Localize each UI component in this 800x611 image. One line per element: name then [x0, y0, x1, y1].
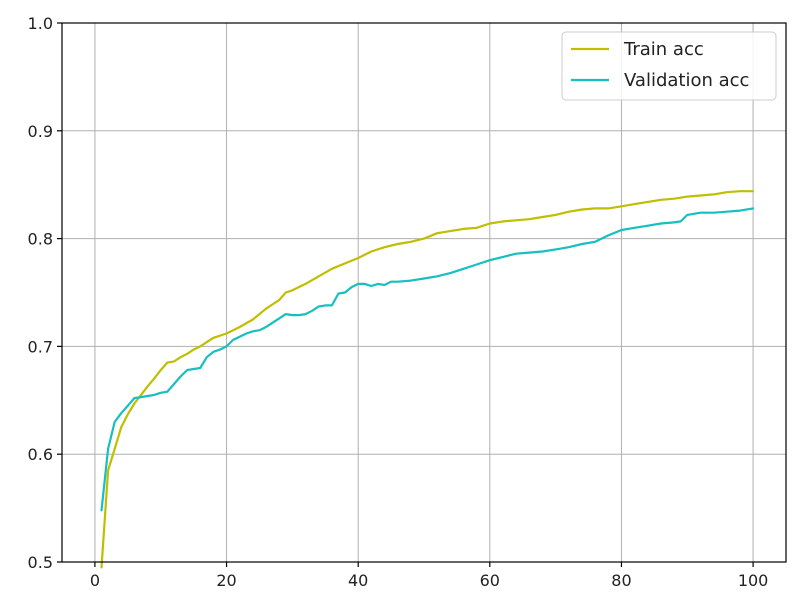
y-tick-label: 0.6	[28, 445, 53, 464]
legend-label-train-acc: Train acc	[623, 39, 704, 60]
x-tick-label: 100	[738, 571, 769, 590]
y-tick-label: 0.9	[28, 122, 53, 141]
legend-box	[561, 31, 777, 101]
x-tick-label: 80	[611, 571, 631, 590]
x-tick-label: 40	[348, 571, 368, 590]
axis-ticks: 0 20 40 60 80 100 0.5 0.6 0.7 0.8 0.9 1.0	[28, 14, 769, 590]
plot-frame	[61, 22, 787, 563]
series-lines	[100, 190, 755, 569]
x-tick-label: 60	[480, 571, 500, 590]
series-line-train-acc	[100, 190, 755, 569]
series-line-validation-acc	[100, 207, 755, 512]
y-tick-label: 0.5	[28, 553, 53, 572]
x-tick-label: 20	[216, 571, 236, 590]
y-tick-label: 0.7	[28, 337, 53, 356]
y-tick-label: 0.8	[28, 230, 53, 249]
legend: Train acc Validation acc	[561, 31, 777, 101]
y-tick-label: 1.0	[28, 14, 53, 33]
grid-lines	[62, 22, 786, 563]
legend-label-validation-acc: Validation acc	[624, 70, 749, 91]
x-tick-label: 0	[90, 571, 100, 590]
